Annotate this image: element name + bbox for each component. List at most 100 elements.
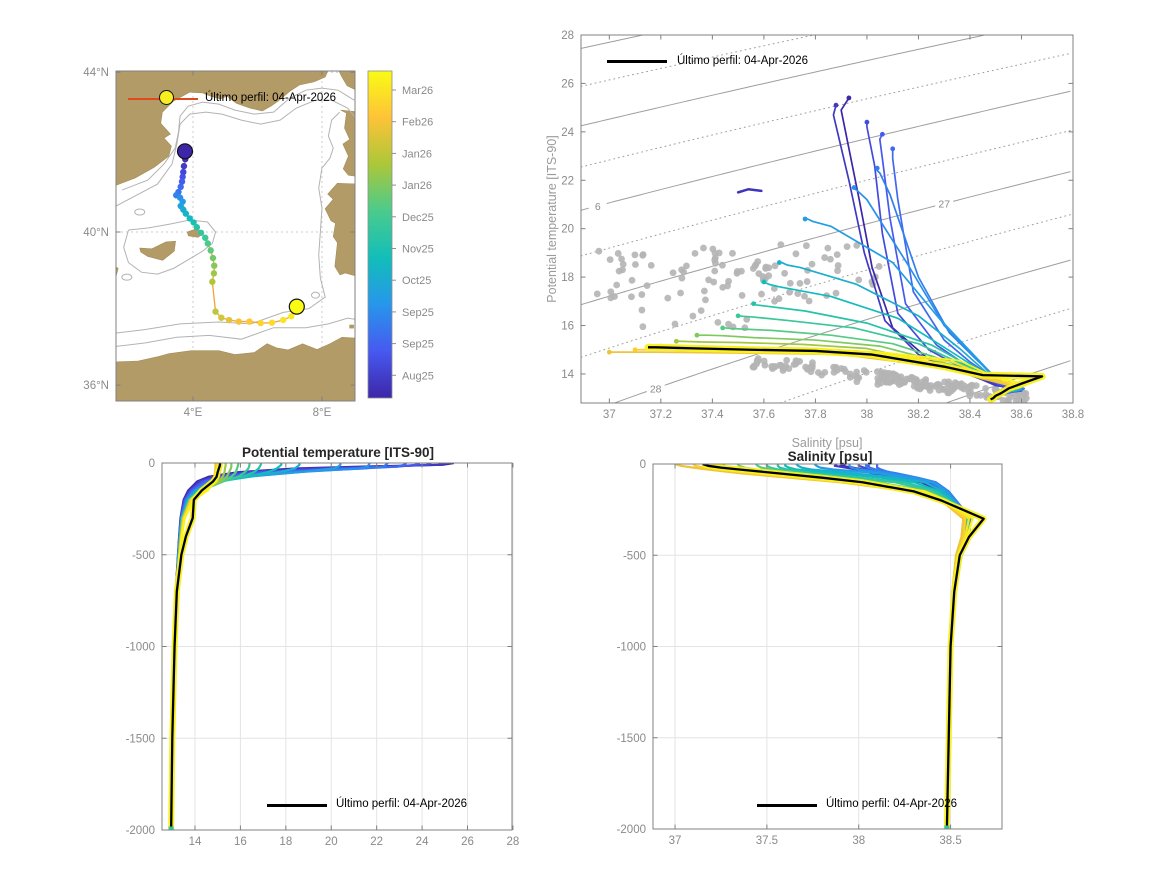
historical-ts-dot	[762, 263, 770, 271]
colorbar-month-label: Nov25	[402, 244, 434, 256]
historical-ts-dot	[783, 356, 791, 364]
colorbar-month-label: Dec25	[402, 212, 434, 224]
colorbar-month-label: Jan26	[402, 180, 432, 192]
y-tick-label: -500	[623, 550, 646, 562]
historical-ts-dot	[638, 291, 646, 298]
historical-ts-dot	[961, 382, 968, 390]
y-tick-label: 44°N	[83, 67, 109, 79]
x-tick-label: 22	[370, 836, 383, 848]
ts-axes: 37 37.2 37.4 37.6 37.8 38 38.2 38.4 38.6 38.8 14 16…	[561, 30, 1084, 421]
historical-ts-dot	[733, 269, 741, 277]
x-tick-label: 8°E	[313, 407, 332, 419]
x-tick-label: 37.2	[650, 409, 672, 421]
isopycnal-label: 6	[595, 201, 601, 213]
historical-ts-dot	[758, 290, 765, 298]
x-tick-label: 38.6	[1010, 409, 1032, 421]
colorbar-month-label: Jan26	[402, 148, 432, 160]
colorbar-month-label: Feb26	[402, 117, 433, 129]
map-panel	[116, 71, 355, 401]
axes-frame	[580, 34, 1074, 404]
historical-ts-dot	[705, 276, 713, 284]
historical-ts-dot	[664, 294, 672, 302]
historical-ts-dot	[709, 245, 717, 253]
historical-ts-dot	[914, 384, 922, 392]
float-profile-dot	[193, 224, 201, 231]
x-tick-label: 16	[234, 836, 247, 848]
y-tick-label: 14	[561, 369, 574, 381]
historical-ts-dot	[628, 276, 636, 284]
historical-ts-dot	[755, 270, 763, 278]
x-tick-label: 26	[461, 836, 474, 848]
historical-ts-dot	[781, 269, 789, 277]
historical-ts-dot	[607, 294, 615, 302]
ts-profile-surface-dot	[720, 325, 726, 331]
historical-ts-dot	[966, 392, 974, 400]
historical-ts-dot	[968, 381, 976, 389]
isopycnal-label-bg	[588, 198, 607, 212]
historical-ts-dot	[697, 307, 705, 315]
historical-ts-dot	[677, 289, 684, 297]
historical-ts-dot	[853, 242, 861, 249]
salinity-profile-title: Salinity [psu]	[787, 449, 873, 464]
salinity-legend-line	[757, 804, 817, 807]
historical-ts-dot	[802, 242, 810, 250]
historical-ts-dot	[1022, 390, 1030, 397]
ts-profile-surface-dot	[761, 279, 767, 285]
historical-ts-dot	[595, 247, 603, 255]
historical-ts-dot	[700, 244, 707, 252]
historical-ts-dot	[683, 262, 690, 270]
isopycnal-label: 27	[938, 199, 950, 211]
historical-ts-dot	[801, 292, 808, 300]
historical-ts-dot	[830, 368, 838, 376]
historical-ts-dot	[826, 255, 834, 263]
float-profile-dot	[257, 319, 264, 327]
x-tick-label: 38	[861, 409, 874, 421]
historical-ts-dot	[719, 283, 727, 291]
map-land-africa	[116, 336, 355, 401]
theta-grid	[162, 462, 514, 831]
isopycnal-solid	[581, 90, 1071, 211]
historical-ts-dot	[638, 306, 646, 314]
isopycnal-dotted	[581, 52, 1071, 168]
historical-ts-dot	[719, 261, 726, 269]
historical-ts-dot	[834, 267, 841, 275]
y-tick-label: -1500	[617, 733, 646, 745]
historical-ts-dot	[926, 387, 934, 394]
deepest-point-marker	[168, 826, 174, 830]
isopycnal-solid	[581, 35, 646, 49]
historical-ts-dot	[700, 287, 708, 295]
y-tick-label: 28	[561, 30, 574, 42]
last-profile-line	[702, 464, 985, 829]
historical-ts-dot	[803, 278, 811, 285]
historical-ts-dot	[977, 391, 984, 399]
historical-ts-dot	[752, 261, 760, 269]
ts-y-axis-label: Potential temperature [ITS-90]	[545, 135, 559, 303]
historical-ts-dot	[1004, 395, 1012, 403]
theta-legend-label: Último perfil: 04-Apr-2026	[336, 798, 468, 810]
historical-ts-dot	[760, 357, 768, 365]
x-tick-label: 38.2	[907, 409, 929, 421]
historical-ts-dot	[607, 288, 615, 296]
y-tick-label: 18	[561, 272, 574, 284]
historical-ts-dot	[809, 359, 816, 367]
historical-ts-dot	[875, 263, 883, 270]
historical-ts-dot	[647, 261, 655, 269]
float-profile-dot	[210, 270, 218, 277]
x-tick-label: 38.4	[959, 409, 982, 421]
historical-ts-dot	[805, 297, 813, 305]
historical-ts-dot	[833, 251, 841, 259]
historical-ts-dot	[796, 279, 804, 287]
historical-ts-dot	[940, 385, 948, 393]
historical-ts-dot	[855, 276, 863, 284]
historical-ts-dot	[934, 380, 942, 388]
y-tick-label: 22	[561, 175, 574, 187]
map-land-sardinia	[324, 182, 355, 277]
colorbar: Mar26 Feb26 Jan26 Jan26 Dec25 Nov25 Oct25 Sep25…	[367, 70, 434, 399]
historical-ts-dot	[922, 376, 930, 383]
x-tick-label: 37	[603, 409, 616, 421]
ts-legend-line	[607, 60, 667, 63]
historical-ts-dot	[639, 323, 647, 331]
historical-ts-dot	[738, 292, 746, 299]
ts-panel: 6 27 28	[581, 35, 1071, 403]
